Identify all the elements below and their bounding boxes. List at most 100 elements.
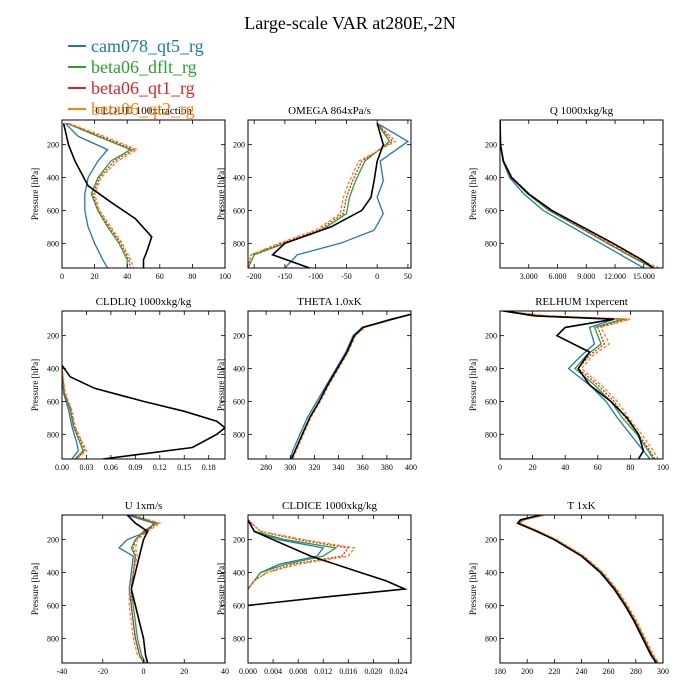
series-line-3 (248, 519, 350, 590)
x-tick-label: 380 (381, 463, 393, 472)
x-tick-label: 0.09 (128, 463, 142, 472)
series-line-2 (248, 122, 391, 268)
y-tick-label: 800 (485, 239, 497, 248)
y-tick-label: 400 (47, 365, 59, 374)
x-tick-label: 260 (603, 667, 615, 676)
x-tick-label: 0.016 (339, 667, 357, 676)
x-tick-label: 300 (657, 667, 669, 676)
x-tick-label: 180 (494, 667, 506, 676)
y-axis-label: Pressure [hPa] (216, 563, 226, 615)
x-tick-label: 0 (60, 272, 64, 281)
panel-title: CLOUD 100xfraction (95, 105, 192, 117)
x-tick-label: 20 (529, 463, 537, 472)
legend-item: beta06_dflt_rg (68, 57, 197, 77)
x-tick-label: 40 (221, 667, 229, 676)
series-line-3 (517, 515, 659, 663)
y-tick-label: 200 (47, 536, 59, 545)
x-tick-label: 60 (594, 463, 602, 472)
x-tick-label: 200 (521, 667, 533, 676)
y-tick-label: 800 (233, 239, 245, 248)
y-tick-label: 800 (485, 430, 497, 439)
y-tick-label: 600 (47, 601, 59, 610)
y-axis-label: Pressure [hPa] (30, 359, 40, 411)
y-tick-label: 200 (485, 332, 497, 341)
x-tick-label: 9.000 (577, 272, 595, 281)
y-tick-label: 200 (233, 332, 245, 341)
x-tick-label: 12.000 (604, 272, 626, 281)
y-tick-label: 200 (485, 536, 497, 545)
y-tick-label: 400 (485, 174, 497, 183)
x-tick-label: 280 (260, 463, 272, 472)
x-tick-label: 240 (576, 667, 588, 676)
series-line-3 (66, 122, 136, 268)
series-line-1 (500, 120, 645, 268)
x-tick-label: 40 (123, 272, 131, 281)
y-tick-label: 600 (47, 206, 59, 215)
y-axis-label: Pressure [hPa] (468, 563, 478, 615)
x-tick-label: 40 (561, 463, 569, 472)
series-line-1 (503, 311, 651, 459)
y-tick-label: 600 (233, 601, 245, 610)
y-tick-label: 400 (233, 174, 245, 183)
x-tick-label: 0.12 (153, 463, 167, 472)
y-tick-label: 400 (233, 569, 245, 578)
y-axis-label: Pressure [hPa] (216, 359, 226, 411)
axes-frame (247, 310, 412, 460)
series-line-5 (290, 313, 411, 459)
series-line-2 (500, 120, 654, 268)
x-tick-label: 3.000 (520, 272, 538, 281)
panel-4: CLDLIQ 1000xkg/kg 0.00 0.03 0.06 0.09 0.12 0.1… (30, 296, 226, 472)
series-line-5 (62, 123, 153, 268)
x-tick-label: 20 (91, 272, 99, 281)
series-line-3 (62, 368, 86, 459)
y-tick-label: 600 (485, 206, 497, 215)
y-tick-label: 800 (233, 634, 245, 643)
x-tick-label: 80 (626, 463, 634, 472)
x-tick-label: 280 (630, 667, 642, 676)
series-line-5 (126, 515, 149, 663)
panel-2: OMEGA 864xPa/s -200 -150 -100 -50 0 50 200 400 60… (216, 105, 412, 281)
series-line-2 (517, 515, 659, 663)
series-line-2 (248, 519, 338, 590)
series-line-3 (290, 313, 411, 459)
series-line-5 (62, 364, 225, 459)
series-line-5 (500, 120, 654, 268)
x-tick-label: 0.024 (389, 667, 407, 676)
legend-label: beta06_qt2_rg (91, 99, 195, 119)
series-line-2 (503, 311, 654, 459)
x-tick-label: -20 (97, 667, 108, 676)
y-axis-label: Pressure [hPa] (468, 168, 478, 220)
panel-title: CLDLIQ 1000xkg/kg (96, 296, 192, 308)
y-tick-label: 600 (233, 206, 245, 215)
x-tick-label: 0.18 (202, 463, 216, 472)
x-tick-label: -150 (278, 272, 293, 281)
axes-frame (499, 310, 664, 460)
x-tick-label: -40 (57, 667, 68, 676)
y-axis-label: Pressure [hPa] (30, 563, 40, 615)
y-tick-label: 200 (47, 141, 59, 150)
legend-item: beta06_qt2_rg (68, 99, 195, 119)
series-line-4 (62, 368, 88, 459)
y-tick-label: 800 (485, 634, 497, 643)
x-tick-label: 0.000 (239, 667, 257, 676)
y-axis-label: Pressure [hPa] (468, 359, 478, 411)
panel-title: CLDICE 1000xkg/kg (282, 500, 378, 512)
x-tick-label: 360 (357, 463, 369, 472)
axes-frame (247, 514, 412, 664)
series-line-1 (284, 122, 410, 268)
x-tick-label: 0.03 (79, 463, 93, 472)
panel-3: Q 1000xkg/kg 3.000 6.000 9.000 12.000 15.000 2… (468, 105, 664, 281)
legend-label: cam078_qt5_rg (91, 36, 204, 56)
y-tick-label: 800 (47, 430, 59, 439)
x-tick-label: -50 (341, 272, 352, 281)
series-line-4 (248, 519, 356, 590)
series-line-5 (248, 519, 408, 607)
series-line-1 (64, 122, 109, 268)
panel-title: OMEGA 864xPa/s (288, 105, 371, 117)
series-line-2 (66, 122, 132, 268)
y-tick-label: 400 (47, 174, 59, 183)
y-axis-label: Pressure [hPa] (30, 168, 40, 220)
x-tick-label: 100 (657, 463, 669, 472)
x-tick-label: 50 (404, 272, 412, 281)
